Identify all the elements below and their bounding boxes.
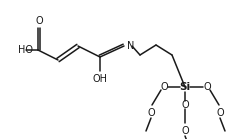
Text: O: O	[35, 16, 43, 26]
Text: O: O	[181, 100, 189, 110]
Text: N: N	[127, 41, 134, 51]
Text: O: O	[147, 108, 155, 118]
Text: Si: Si	[179, 82, 191, 92]
Text: HO: HO	[18, 45, 33, 55]
Text: O: O	[160, 82, 168, 92]
Text: O: O	[203, 82, 211, 92]
Text: O: O	[216, 108, 224, 118]
Text: O: O	[181, 126, 189, 136]
Text: OH: OH	[93, 74, 108, 84]
